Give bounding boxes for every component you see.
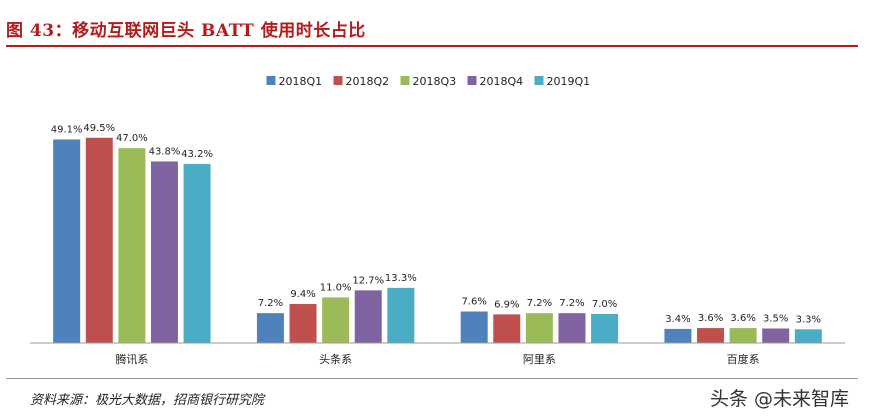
data-label-2018Q1-3: 3.4% <box>665 314 690 325</box>
bar-2018Q3-2 <box>525 313 553 343</box>
source-rule <box>6 378 858 379</box>
legend-swatch-2018Q4 <box>467 76 477 85</box>
legend-label-2018Q3: 2018Q3 <box>413 75 457 88</box>
watermark: 头条 @未来智库 <box>709 388 849 410</box>
bar-2019Q1-2 <box>591 313 619 343</box>
legend-swatch-2019Q1 <box>534 76 544 85</box>
legend-swatch-2018Q3 <box>400 76 410 85</box>
chart-legend: 2018Q1 2018Q2 2018Q3 2018Q4 2019Q1 <box>266 75 591 88</box>
bar-2018Q1-1 <box>256 313 284 343</box>
data-label-2018Q2-0: 49.5% <box>83 123 115 134</box>
data-label-2018Q3-2: 7.2% <box>527 298 552 309</box>
bar-2018Q3-3 <box>729 328 757 343</box>
data-label-2019Q1-0: 43.2% <box>181 149 213 160</box>
bar-2019Q1-1 <box>387 287 415 343</box>
data-label-2018Q4-3: 3.5% <box>763 313 788 324</box>
bar-2018Q4-3 <box>762 328 790 343</box>
x-tick-label-2: 阿里系 <box>523 353 556 366</box>
data-label-2018Q1-0: 49.1% <box>51 124 83 135</box>
legend-label-2018Q4: 2018Q4 <box>480 75 524 88</box>
legend-label-2019Q1: 2019Q1 <box>547 75 591 88</box>
legend-swatch-2018Q1 <box>266 76 276 85</box>
bar-2018Q2-1 <box>289 304 317 343</box>
data-label-2018Q4-0: 43.8% <box>149 146 181 157</box>
data-label-2018Q2-2: 6.9% <box>494 299 519 310</box>
data-label-2018Q4-2: 7.2% <box>559 298 584 309</box>
data-label-2018Q2-1: 9.4% <box>290 289 315 300</box>
bar-2018Q3-0 <box>118 148 146 343</box>
source-note: 资料来源：极光大数据，招商银行研究院 <box>30 393 265 408</box>
data-label-2018Q4-1: 12.7% <box>352 275 384 286</box>
figure-title: 图 43：移动互联网巨头 BATT 使用时长占比 <box>6 21 366 41</box>
data-label-2018Q3-1: 11.0% <box>320 282 352 293</box>
data-label-2019Q1-3: 3.3% <box>796 314 821 325</box>
x-tick-label-3: 百度系 <box>727 352 760 366</box>
bar-2018Q2-0 <box>85 137 113 343</box>
data-label-2018Q1-2: 7.6% <box>461 296 486 307</box>
bar-2018Q1-3 <box>664 328 692 343</box>
x-tick-label-1: 头条系 <box>319 352 352 366</box>
bar-2018Q4-2 <box>558 313 586 343</box>
x-tick-group: 腾讯系 头条系 阿里系 百度系 <box>115 352 759 366</box>
data-label-2019Q1-1: 13.3% <box>385 273 417 284</box>
legend-label-2018Q2: 2018Q2 <box>346 75 390 88</box>
bar-2018Q1-2 <box>460 311 488 343</box>
x-tick-label-0: 腾讯系 <box>115 352 148 366</box>
legend-label-2018Q1: 2018Q1 <box>279 75 323 88</box>
data-label-2018Q3-0: 47.0% <box>116 133 148 144</box>
title-rule <box>6 45 858 47</box>
legend-swatch-2018Q2 <box>333 76 343 85</box>
bar-2019Q1-0 <box>183 163 211 343</box>
bar-2018Q2-2 <box>493 314 521 343</box>
data-label-group: 49.1% 49.5%47.0%43.8% 43.2% 7.2% 9.4% 11.0%12… <box>51 123 821 326</box>
data-label-2019Q1-2: 7.0% <box>592 299 617 310</box>
bar-2019Q1-3 <box>794 329 822 343</box>
bar-group <box>53 137 822 343</box>
bar-2018Q3-1 <box>322 297 350 343</box>
data-label-2018Q1-1: 7.2% <box>258 298 283 309</box>
data-label-2018Q2-3: 3.6% <box>698 313 723 324</box>
bar-2018Q1-0 <box>53 139 81 343</box>
bar-2018Q4-1 <box>354 290 382 343</box>
bar-2018Q4-0 <box>150 161 178 343</box>
bar-2018Q2-3 <box>697 328 725 343</box>
data-label-2018Q3-3: 3.6% <box>730 313 755 324</box>
